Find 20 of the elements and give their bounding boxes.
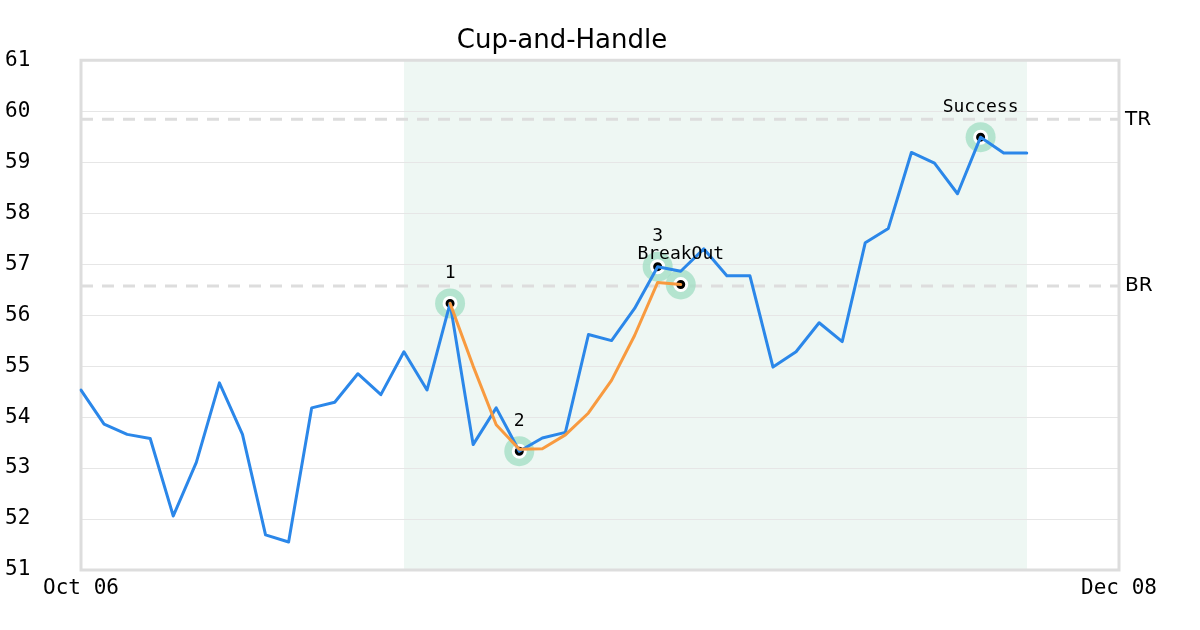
- ref-line-label: TR: [1124, 105, 1152, 130]
- y-tick-label: 52: [5, 505, 31, 530]
- annotation: 3: [652, 224, 664, 246]
- ref-line-label: BR: [1125, 272, 1153, 297]
- y-tick-label: 59: [5, 148, 31, 173]
- y-tick-label: 57: [5, 250, 31, 275]
- y-tick-label: 51: [5, 556, 31, 581]
- y-tick-label: 58: [5, 199, 31, 224]
- annotation: 1: [444, 261, 456, 283]
- y-tick-label: 61: [5, 46, 31, 71]
- y-tick-label: 54: [5, 403, 31, 428]
- y-tick-label: 56: [5, 301, 31, 326]
- chart-title: Cup-and-Handle: [456, 24, 668, 55]
- x-tick-label: Dec 08: [1081, 575, 1157, 600]
- annotation: Success: [942, 94, 1019, 116]
- x-tick-label: Oct 06: [43, 575, 119, 600]
- y-tick-label: 55: [5, 352, 31, 377]
- y-tick-label: 53: [5, 454, 31, 479]
- annotation: 2: [513, 408, 525, 430]
- y-tick-label: 60: [5, 97, 31, 122]
